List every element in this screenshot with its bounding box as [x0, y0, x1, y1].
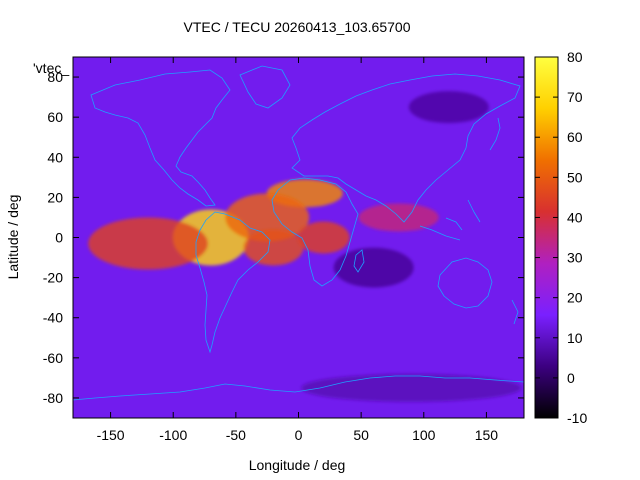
y-tick-label: 80 [47, 69, 63, 85]
coastline-south-america [195, 211, 271, 354]
x-tick-label: -150 [97, 427, 125, 443]
legend-entry: 'vtec_ [33, 60, 69, 76]
x-tick-label: -100 [159, 427, 187, 443]
colorbar-tick-label: 30 [567, 250, 583, 266]
colorbar [534, 56, 559, 419]
anomaly-south-atlantic-arc [243, 229, 304, 266]
colorbar-ticks: -10 0 10 20 30 40 50 60 70 80 [535, 49, 587, 426]
y-tick-label: 60 [47, 109, 63, 125]
plot-area [73, 57, 524, 418]
x-axis-ticks: -150 -100 -50 0 50 100 150 [97, 57, 499, 443]
coastline-australia [437, 257, 493, 309]
colorbar-tick-label: 20 [567, 290, 583, 306]
anomaly-indian-ocean-band [358, 203, 439, 232]
x-tick-label: 100 [412, 427, 436, 443]
y-tick-label: 20 [47, 189, 63, 205]
y-tick-label: 0 [55, 230, 63, 246]
colorbar-tick-label: 0 [567, 370, 575, 386]
colorbar-tick-label: 80 [567, 49, 583, 65]
coastline-madagascar [353, 249, 365, 273]
chart-title: VTEC / TECU 20260413_103.65700 [183, 19, 410, 35]
coastline-north-america [90, 69, 231, 207]
y-tick-label: -20 [43, 270, 63, 286]
anomaly-southern-indian-trough [333, 247, 414, 288]
y-tick-label: -40 [43, 310, 63, 326]
anomaly-north-pacific-trough [408, 91, 489, 124]
colorbar-tick-label: 10 [567, 330, 583, 346]
x-tick-label: -50 [226, 427, 246, 443]
y-tick-label: -60 [43, 350, 63, 366]
anomaly-southern-ocean-trough [301, 373, 522, 402]
coastline-new-zealand [511, 299, 519, 325]
x-tick-label: 150 [475, 427, 499, 443]
y-axis-label: Latitude / deg [5, 195, 21, 280]
x-tick-label: 0 [295, 427, 303, 443]
y-axis-ticks: -80 -60 -40 -20 0 20 40 60 80 [43, 69, 524, 406]
coastline-eurasia [291, 73, 521, 223]
colorbar-tick-label: 50 [567, 169, 583, 185]
coastline-overlay [73, 65, 524, 418]
coastline-africa [271, 177, 359, 287]
coastline-southeast-asia [419, 199, 481, 241]
x-tick-label: 50 [353, 427, 369, 443]
anomaly-equatorial-band-west [88, 217, 209, 270]
coastline-antarctica [73, 375, 524, 418]
colorbar-tick-label: 60 [567, 129, 583, 145]
colorbar-tick-label: -10 [567, 410, 587, 426]
anomaly-central-africa-crest [297, 221, 350, 254]
colorbar-tick-label: 70 [567, 89, 583, 105]
y-tick-label: -80 [43, 390, 63, 406]
colorbar-tick-label: 40 [567, 209, 583, 225]
heatmap-anomalies [88, 91, 522, 402]
coastline-japan [489, 117, 501, 151]
coastline-greenland [239, 65, 291, 109]
y-tick-label: 40 [47, 149, 63, 165]
x-axis-label: Longitude / deg [249, 457, 346, 473]
